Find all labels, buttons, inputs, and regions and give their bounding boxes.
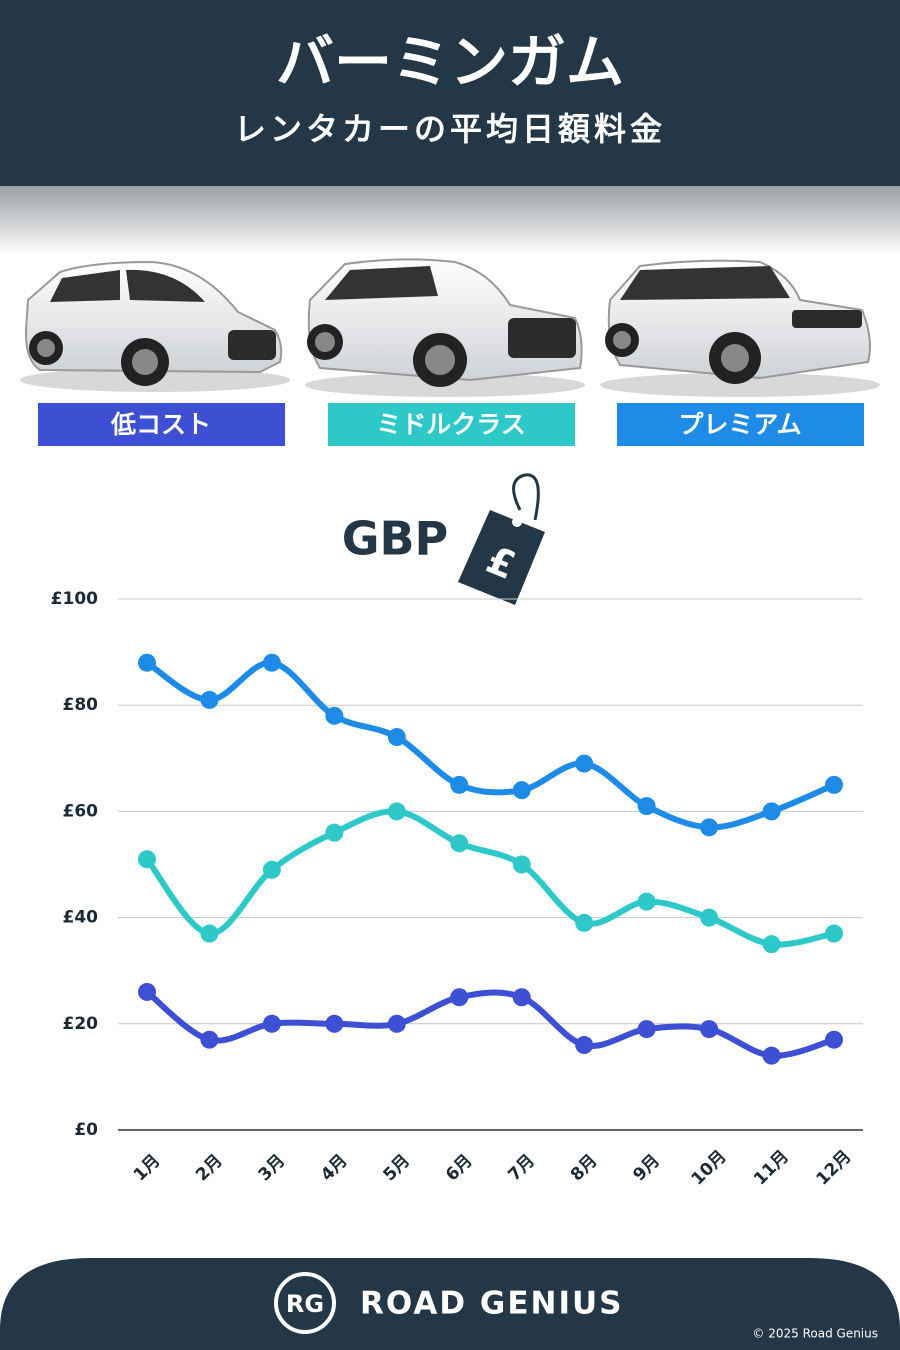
logo-text: RG: [286, 1290, 324, 1318]
legend-box: [38, 403, 285, 446]
subtitle: レンタカーの平均日額料金: [234, 110, 666, 148]
series-line: [144, 808, 837, 948]
y-tick-label: £60: [63, 801, 99, 821]
x-tick-label: 2月: [192, 1151, 227, 1186]
y-tick-label: £80: [63, 695, 99, 715]
y-tick-label: £100: [51, 589, 98, 609]
car-suv-mid: [305, 258, 585, 397]
data-point: [387, 728, 406, 747]
data-point: [512, 781, 531, 800]
price-tag-icon: £: [458, 473, 545, 605]
x-tick-label: 7月: [504, 1151, 539, 1186]
data-point: [450, 988, 469, 1007]
y-tick-label: £40: [63, 908, 99, 928]
currency-label: GBP: [342, 512, 449, 566]
x-tick-label: 12月: [813, 1147, 856, 1190]
data-point: [200, 690, 219, 709]
data-point: [762, 935, 781, 954]
copyright: © 2025 Road Genius: [752, 1327, 878, 1341]
data-point: [200, 924, 219, 943]
x-tick-label: 11月: [750, 1147, 793, 1190]
footer-band: [0, 1258, 900, 1350]
data-point: [825, 1030, 843, 1049]
header-band: [0, 0, 900, 186]
legend-label: 低コスト: [110, 410, 211, 439]
data-point: [825, 924, 843, 943]
logo-ring: [274, 1272, 336, 1334]
data-point: [700, 1020, 719, 1039]
legend-box: [617, 403, 864, 446]
x-tick-label: 9月: [629, 1151, 664, 1186]
data-point: [512, 855, 531, 874]
header-fade: [0, 186, 900, 256]
legend-box: [328, 403, 575, 446]
data-point: [700, 908, 719, 927]
data-point: [138, 850, 156, 869]
x-tick-label: 1月: [130, 1151, 165, 1186]
data-point: [325, 823, 344, 842]
data-point: [700, 818, 719, 837]
data-point: [762, 1046, 781, 1065]
data-point: [450, 775, 469, 794]
data-point: [387, 1014, 406, 1033]
y-tick-label: £20: [63, 1014, 99, 1034]
data-point: [637, 892, 656, 911]
data-point: [200, 1030, 219, 1049]
data-point: [762, 802, 781, 821]
data-point: [325, 706, 344, 725]
data-point: [637, 1020, 656, 1039]
x-tick-label: 6月: [442, 1151, 477, 1186]
car-suv-premium: [600, 259, 880, 397]
x-tick-label: 4月: [317, 1151, 352, 1186]
data-point: [825, 775, 843, 794]
data-point: [575, 1036, 594, 1055]
data-point: [387, 802, 406, 821]
data-point: [138, 982, 156, 1001]
y-tick-label: £0: [74, 1120, 98, 1140]
x-tick-label: 3月: [255, 1151, 290, 1186]
data-point: [262, 1014, 281, 1033]
data-point: [637, 797, 656, 816]
car-hatchback: [20, 260, 290, 392]
data-point: [512, 988, 531, 1007]
legend-label: ミドルクラス: [376, 410, 526, 439]
data-point: [325, 1014, 344, 1033]
x-tick-label: 8月: [567, 1151, 602, 1186]
title: バーミンガム: [276, 28, 624, 96]
data-point: [262, 653, 281, 672]
data-point: [138, 653, 156, 672]
x-tick-label: 5月: [380, 1151, 415, 1186]
x-tick-label: 10月: [688, 1147, 731, 1190]
data-point: [450, 834, 469, 853]
brand-name: ROAD GENIUS: [360, 1286, 624, 1322]
data-point: [575, 754, 594, 773]
series-line: [144, 659, 837, 831]
data-point: [262, 860, 281, 879]
data-point: [575, 913, 594, 932]
legend-label: プレミアム: [678, 410, 801, 439]
